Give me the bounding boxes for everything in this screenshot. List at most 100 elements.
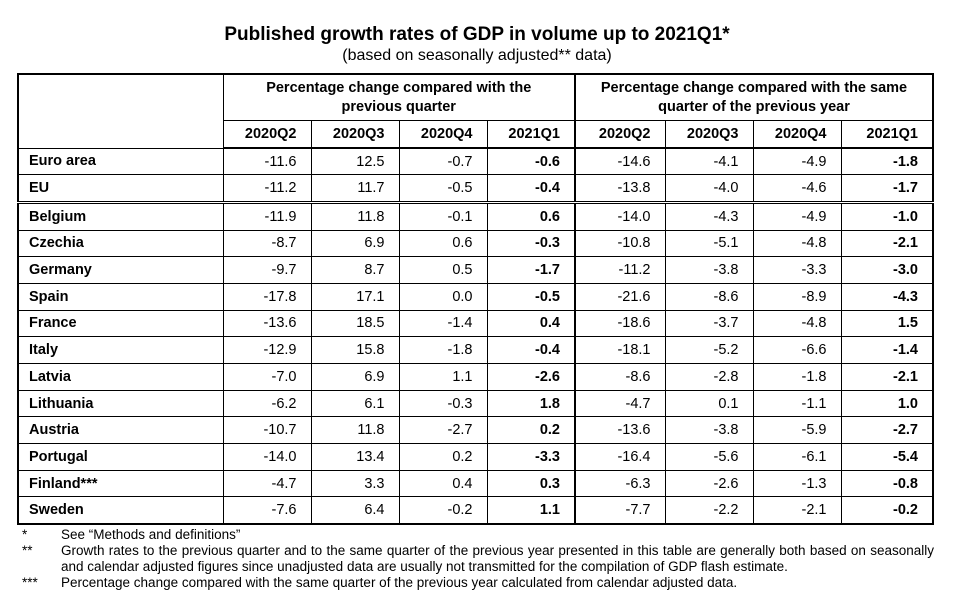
value-cell: -1.4 (398, 309, 488, 338)
value-cell: -11.9 (222, 201, 312, 231)
quarter-header: 2020Q2 (222, 120, 312, 149)
value-cell: 1.1 (398, 363, 488, 391)
quarter-header: 2020Q2 (574, 120, 666, 149)
data-row: Germany -9.7 8.7 0.5 -1.7 -11.2 -3.8 -3.3 -3.0 (17, 256, 934, 284)
value-cell: -5.1 (664, 229, 754, 258)
quarter-header: 2020Q3 (664, 120, 754, 149)
value-cell: 1.8 (486, 389, 576, 418)
value-cell: -8.6 (664, 282, 754, 311)
value-cell: -2.1 (840, 363, 934, 391)
value-cell: -1.8 (752, 363, 842, 391)
value-cell: -4.9 (752, 201, 842, 231)
row-label: Czechia (17, 229, 224, 258)
value-cell: -3.8 (664, 416, 754, 445)
value-cell: -0.2 (840, 496, 934, 525)
value-cell: 0.1 (664, 389, 754, 418)
title: Published growth rates of GDP in volume … (224, 24, 730, 45)
footnote-text: Percentage change compared with the same… (61, 575, 738, 590)
value-cell: -11.2 (222, 174, 312, 204)
value-cell: 17.1 (310, 282, 400, 311)
value-cell: -1.4 (840, 336, 934, 364)
value-cell: -10.8 (574, 229, 666, 258)
value-cell: -4.7 (574, 389, 666, 418)
value-cell: -4.0 (664, 174, 754, 204)
value-cell: -5.2 (664, 336, 754, 364)
value-cell: -18.1 (574, 336, 666, 364)
value-cell: 6.4 (310, 496, 400, 525)
value-cell: -13.6 (574, 416, 666, 445)
value-cell: -0.3 (398, 389, 488, 418)
value-cell: 0.6 (486, 201, 576, 231)
value-cell: 0.4 (486, 309, 576, 338)
value-cell: 1.5 (840, 309, 934, 338)
value-cell: -17.8 (222, 282, 312, 311)
value-cell: -13.8 (574, 174, 666, 204)
value-cell: -1.8 (398, 336, 488, 364)
row-label: Lithuania (17, 389, 224, 418)
value-cell: -2.1 (840, 229, 934, 258)
value-cell: -6.3 (574, 469, 666, 498)
corner-cell (17, 73, 224, 149)
value-cell: -12.9 (222, 336, 312, 364)
subtitle: (based on seasonally adjusted** data) (342, 47, 612, 64)
quarter-header: 2021Q1 (486, 120, 576, 149)
group-header: Percentage change compared with the same… (574, 73, 934, 121)
value-cell: -2.1 (752, 496, 842, 525)
row-label: Portugal (17, 443, 224, 471)
value-cell: -0.1 (398, 201, 488, 231)
value-cell: -2.8 (664, 363, 754, 391)
value-cell: 0.3 (486, 469, 576, 498)
footnote-marker: * (22, 527, 28, 542)
value-cell: -0.3 (486, 229, 576, 258)
value-cell: -14.6 (574, 147, 666, 176)
value-cell: -21.6 (574, 282, 666, 311)
value-cell: 0.2 (398, 443, 488, 471)
footnote-text: See “Methods and definitions” (61, 527, 241, 542)
value-cell: 11.8 (310, 416, 400, 445)
value-cell: -16.4 (574, 443, 666, 471)
row-label: Germany (17, 256, 224, 284)
value-cell: -1.8 (840, 147, 934, 176)
value-cell: -0.4 (486, 336, 576, 364)
data-row: Finland*** -4.7 3.3 0.4 0.3 -6.3 -2.6 -1.3 -0.8 (17, 469, 934, 498)
footnote: ** Growth rates to the previous quarter a… (22, 543, 934, 575)
row-label: Finland*** (17, 469, 224, 498)
quarter-header: 2020Q3 (310, 120, 400, 149)
value-cell: 11.8 (310, 201, 400, 231)
data-row: Spain -17.8 17.1 0.0 -0.5 -21.6 -8.6 -8.9 -4.3 (17, 282, 934, 311)
value-cell: -2.7 (398, 416, 488, 445)
row-label: Belgium (17, 201, 224, 231)
quarter-row: 2020Q2 2020Q3 2020Q4 2021Q1 2020Q2 2020Q3 2020… (18, 120, 934, 149)
value-cell: -4.9 (752, 147, 842, 176)
value-cell: 0.6 (398, 229, 488, 258)
data-row: Czechia -8.7 6.9 0.6 -0.3 -10.8 -5.1 -4.8 -2.1 (17, 229, 934, 258)
value-cell: -7.0 (222, 363, 312, 391)
value-cell: 1.1 (486, 496, 576, 525)
value-cell: -4.6 (752, 174, 842, 204)
value-cell: -5.4 (840, 443, 934, 471)
data-row: Euro area -11.6 12.5 -0.7 -0.6 -14.6 -4.1 -4.9-… (17, 147, 934, 176)
gdp-table: Percentage change compared with the prev… (17, 73, 934, 526)
footnote-marker: ** (22, 543, 33, 558)
footnote-text: Growth rates to the previous quarter and… (61, 543, 934, 574)
value-cell: -3.3 (486, 443, 576, 471)
data-row: France -13.6 18.5 -1.4 0.4 -18.6 -3.7 -4.8 1.5 (17, 309, 934, 338)
value-cell: 15.8 (310, 336, 400, 364)
value-cell: -0.5 (486, 282, 576, 311)
value-cell: 0.5 (398, 256, 488, 284)
value-cell: -4.1 (664, 147, 754, 176)
value-cell: -14.0 (222, 443, 312, 471)
value-cell: -1.0 (840, 201, 934, 231)
row-label: EU (17, 174, 224, 204)
value-cell: -2.7 (840, 416, 934, 445)
value-cell: 18.5 (310, 309, 400, 338)
value-cell: -7.6 (222, 496, 312, 525)
data-row: Sweden -7.6 6.4 -0.2 1.1 -7.7 -2.2 -2.1 -0.2 (17, 496, 934, 525)
quarter-header: 2021Q1 (840, 120, 934, 149)
value-cell: -1.7 (840, 174, 934, 204)
value-cell: -2.6 (664, 469, 754, 498)
value-cell: 6.9 (310, 363, 400, 391)
value-cell: -6.2 (222, 389, 312, 418)
value-cell: 1.0 (840, 389, 934, 418)
value-cell: 8.7 (310, 256, 400, 284)
